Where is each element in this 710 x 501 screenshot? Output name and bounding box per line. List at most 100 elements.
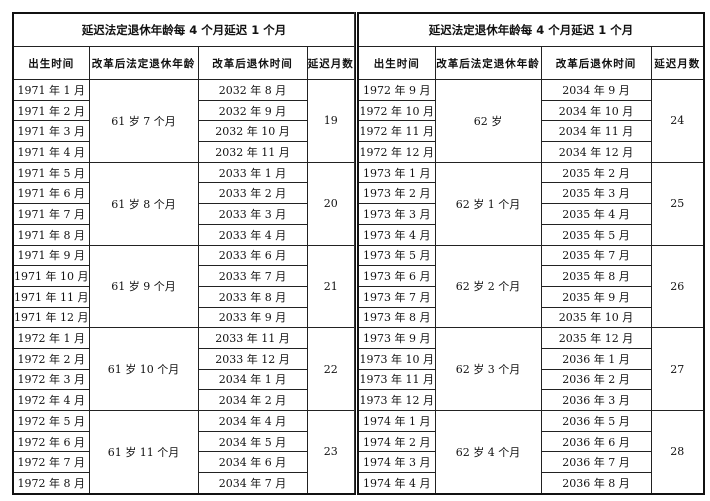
birth-date: 1972 年 12 月	[357, 141, 436, 163]
title-row: 延迟法定退休年龄每 4 个月延迟 1 个月	[357, 12, 705, 47]
retirement-date: 2036 年 5 月	[540, 410, 652, 432]
birth-date: 1971 年 8 月	[12, 223, 90, 246]
birth-date: 1973 年 6 月	[357, 265, 436, 287]
header-delay: 延迟月数	[650, 46, 705, 80]
table-title: 延迟法定退休年龄每 4 个月延迟 1 个月	[357, 12, 705, 47]
retirement-table-left: 延迟法定退休年龄每 4 个月延迟 1 个月 出生时间 改革后法定退休年龄 改革后退休时…	[12, 12, 357, 495]
header-row: 出生时间 改革后法定退休年龄 改革后退休时间 延迟月数	[357, 46, 705, 80]
retirement-date: 2033 年 9 月	[197, 306, 308, 329]
delay-months: 19	[306, 79, 356, 163]
header-retire: 改革后退休时间	[540, 46, 652, 80]
retirement-date: 2035 年 8 月	[540, 265, 652, 287]
table-row: 1972 年 12 月 2034 年 12 月	[357, 141, 704, 163]
birth-date: 1971 年 12 月	[12, 306, 90, 329]
retirement-date: 2033 年 8 月	[197, 285, 308, 308]
retirement-age: 61 岁 10 个月	[88, 327, 199, 411]
birth-date: 1971 年 9 月	[12, 244, 90, 267]
birth-date: 1973 年 7 月	[357, 285, 436, 308]
birth-date: 1973 年 8 月	[357, 306, 436, 329]
birth-date: 1973 年 5 月	[357, 244, 436, 267]
birth-date: 1972 年 4 月	[12, 389, 90, 411]
table-row: 1973 年 8 月 2035 年 10 月	[357, 306, 704, 329]
birth-date: 1972 年 5 月	[12, 410, 90, 432]
retirement-date: 2035 年 2 月	[540, 161, 652, 184]
header-delay: 延迟月数	[306, 46, 356, 80]
retirement-date: 2034 年 4 月	[197, 410, 308, 432]
birth-date: 1973 年 2 月	[357, 182, 436, 205]
retirement-table-right: 延迟法定退休年龄每 4 个月延迟 1 个月 出生时间 改革后法定退休年龄 改革后退休时…	[357, 12, 706, 495]
birth-date: 1974 年 2 月	[357, 430, 436, 453]
retirement-date: 2032 年 9 月	[197, 99, 308, 122]
table-row: 1974 年 1 月 62 岁 4 个月 2036 年 5 月 28	[357, 409, 705, 495]
retirement-date: 2033 年 3 月	[197, 203, 308, 225]
table-row: 1972 年 6 月 2034 年 5 月	[12, 430, 355, 453]
table-row: 1972 年 2 月 2033 年 12 月	[12, 347, 355, 370]
delay-months: 24	[650, 79, 705, 163]
birth-date: 1973 年 10 月	[357, 347, 436, 370]
birth-date: 1972 年 11 月	[357, 120, 436, 143]
retirement-date: 2036 年 2 月	[540, 368, 652, 391]
birth-date: 1971 年 2 月	[12, 99, 90, 122]
table-row: 1973 年 9 月 62 岁 3 个月 2035 年 12 月 27	[357, 327, 705, 411]
retirement-age: 62 岁 3 个月	[434, 327, 542, 411]
retirement-date: 2035 年 4 月	[540, 203, 652, 225]
birth-date: 1972 年 9 月	[357, 79, 436, 101]
retirement-date: 2033 年 4 月	[197, 223, 308, 246]
birth-date: 1971 年 11 月	[12, 285, 90, 308]
delay-months: 23	[306, 409, 356, 495]
table-row: 1972 年 9 月 62 岁 2034 年 9 月 24	[357, 79, 705, 163]
header-row: 出生时间 改革后法定退休年龄 改革后退休时间 延迟月数	[12, 46, 356, 80]
retirement-date: 2034 年 10 月	[540, 99, 652, 122]
table-row: 1973 年 6 月 2035 年 8 月	[357, 265, 704, 287]
header-age: 改革后法定退休年龄	[88, 46, 199, 80]
table-row: 1971 年 8 月 2033 年 4 月	[12, 223, 355, 246]
header-birth: 出生时间	[357, 46, 436, 80]
table-row: 1974 年 2 月 2036 年 6 月	[357, 430, 704, 453]
retirement-date: 2034 年 7 月	[197, 472, 308, 495]
table-row: 1971 年 9 月 61 岁 9 个月 2033 年 6 月 21	[12, 244, 356, 329]
birth-date: 1972 年 6 月	[12, 430, 90, 453]
table-row: 1971 年 5 月 61 岁 8 个月 2033 年 1 月 20	[12, 161, 356, 246]
table-row: 1972 年 8 月 2034 年 7 月	[12, 472, 355, 495]
birth-date: 1972 年 7 月	[12, 451, 90, 474]
delay-months: 28	[650, 409, 705, 495]
retirement-date: 2035 年 5 月	[540, 223, 652, 246]
retirement-date: 2034 年 1 月	[197, 368, 308, 391]
birth-date: 1971 年 7 月	[12, 203, 90, 225]
birth-date: 1972 年 3 月	[12, 368, 90, 391]
table-row: 1973 年 7 月 2035 年 9 月	[357, 285, 704, 308]
birth-date: 1971 年 5 月	[12, 161, 90, 184]
birth-date: 1973 年 9 月	[357, 327, 436, 349]
retirement-date: 2035 年 7 月	[540, 244, 652, 267]
table-row: 1973 年 2 月 2035 年 3 月	[357, 182, 704, 205]
table-row: 1973 年 12 月 2036 年 3 月	[357, 389, 704, 411]
retirement-date: 2034 年 9 月	[540, 79, 652, 101]
retirement-date: 2034 年 5 月	[197, 430, 308, 453]
retirement-date: 2032 年 11 月	[197, 141, 308, 163]
table-row: 1974 年 4 月 2036 年 8 月	[357, 472, 704, 495]
birth-date: 1972 年 2 月	[12, 347, 90, 370]
table-row: 1971 年 12 月 2033 年 9 月	[12, 306, 355, 329]
table-row: 1971 年 7 月 2033 年 3 月	[12, 203, 355, 225]
delay-months: 27	[650, 327, 705, 411]
birth-date: 1974 年 4 月	[357, 472, 436, 495]
table-row: 1971 年 1 月 61 岁 7 个月 2032 年 8 月 19	[12, 79, 356, 163]
delay-months: 20	[306, 161, 356, 246]
table-row: 1973 年 1 月 62 岁 1 个月 2035 年 2 月 25	[357, 161, 705, 246]
retirement-date: 2034 年 11 月	[540, 120, 652, 143]
table-row: 1971 年 11 月 2033 年 8 月	[12, 285, 355, 308]
birth-date: 1974 年 3 月	[357, 451, 436, 474]
header-age: 改革后法定退休年龄	[434, 46, 542, 80]
retirement-date: 2035 年 10 月	[540, 306, 652, 329]
retirement-date: 2034 年 2 月	[197, 389, 308, 411]
retirement-date: 2034 年 6 月	[197, 451, 308, 474]
header-birth: 出生时间	[12, 46, 90, 80]
retirement-date: 2032 年 8 月	[197, 79, 308, 101]
table-row: 1972 年 3 月 2034 年 1 月	[12, 368, 355, 391]
birth-date: 1971 年 3 月	[12, 120, 90, 143]
birth-date: 1973 年 3 月	[357, 203, 436, 225]
table-row: 1972 年 1 月 61 岁 10 个月 2033 年 11 月 22	[12, 327, 356, 411]
retirement-date: 2033 年 6 月	[197, 244, 308, 267]
retirement-date: 2036 年 6 月	[540, 430, 652, 453]
table-row: 1973 年 3 月 2035 年 4 月	[357, 203, 704, 225]
